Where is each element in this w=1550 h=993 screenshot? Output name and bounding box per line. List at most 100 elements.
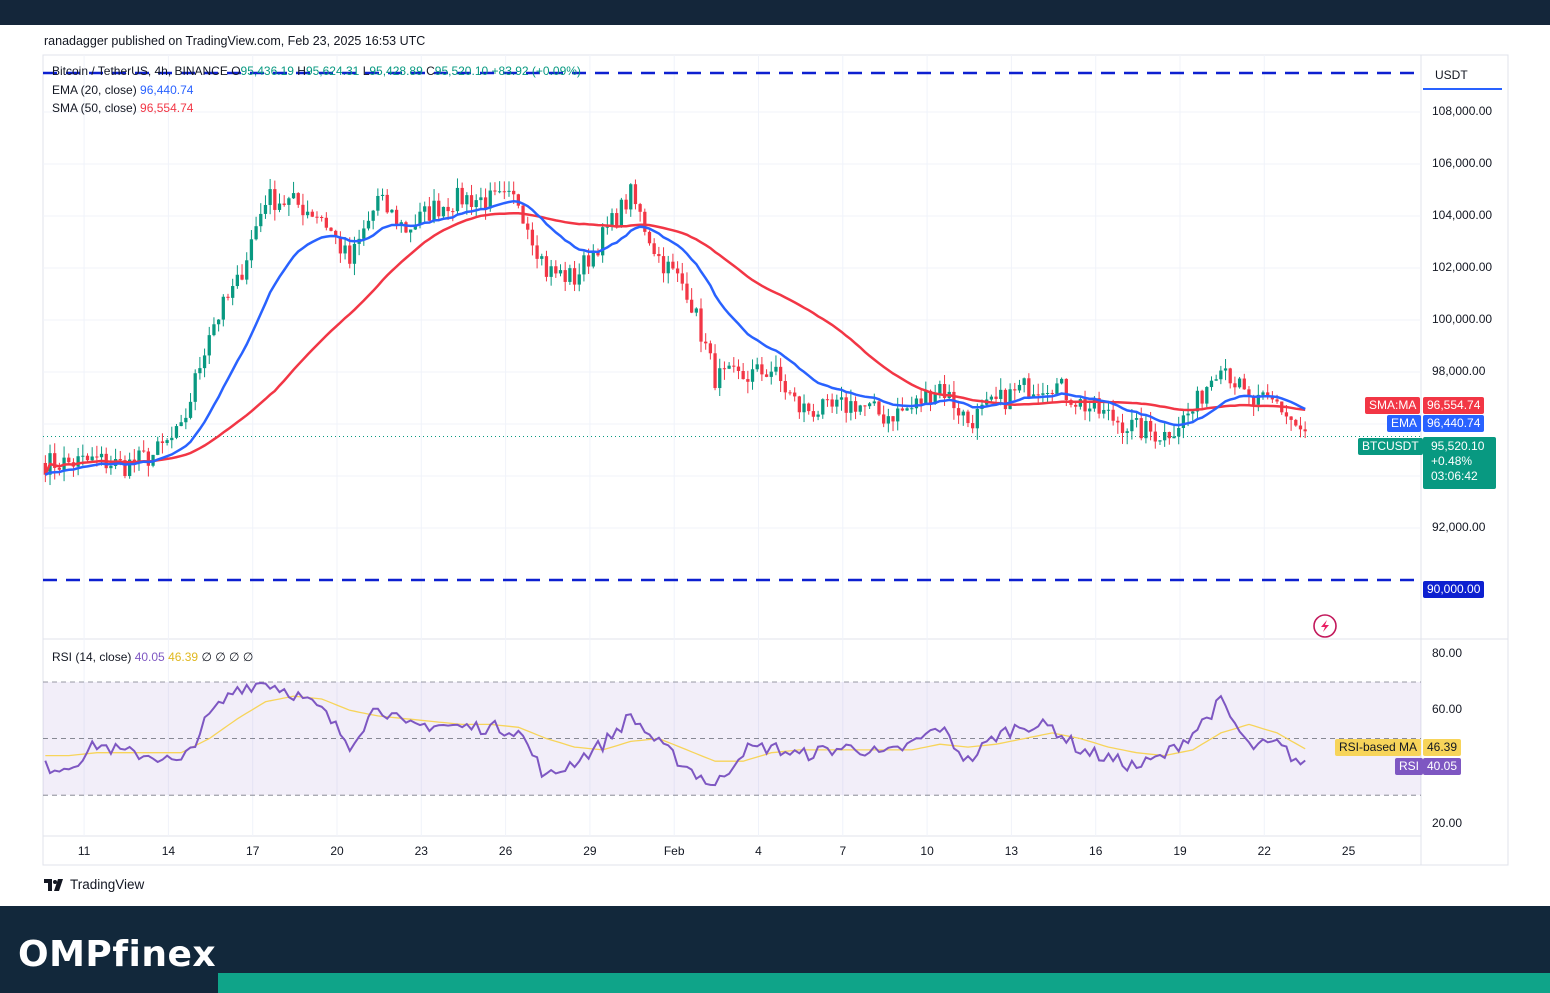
candle-body: [582, 255, 586, 275]
candle-body: [310, 211, 314, 217]
candle-body: [512, 190, 516, 195]
sma-scale-value: 96,554.74: [1423, 397, 1485, 414]
candle-body: [380, 194, 385, 196]
candle-body: [268, 189, 272, 205]
candle-body: [334, 230, 338, 237]
candle-body: [938, 384, 942, 394]
candle-body: [418, 211, 422, 225]
candle-body: [652, 243, 656, 255]
candle-body: [502, 191, 506, 193]
candle-body: [830, 399, 834, 407]
candle-body: [774, 366, 778, 372]
rsi-tick-label: 80.00: [1432, 645, 1463, 660]
candle-body: [802, 403, 806, 413]
sma-label: SMA (50, close): [52, 101, 137, 115]
candle-body: [671, 261, 675, 269]
close-label: C: [426, 64, 435, 78]
rsi-legend[interactable]: RSI (14, close) 40.05 46.39 ∅ ∅ ∅ ∅: [52, 650, 253, 664]
candle-body: [1289, 416, 1293, 420]
candle-body: [1003, 389, 1008, 410]
candle-body: [535, 245, 539, 259]
candle-body: [928, 390, 933, 404]
candle-body: [95, 456, 99, 458]
sma-legend[interactable]: SMA (50, close) 96,554.74: [52, 101, 193, 115]
tradingview-icon: [44, 878, 63, 891]
candle-body: [558, 270, 563, 274]
candle-body: [259, 213, 263, 227]
close-value: 95,520.10: [434, 64, 489, 78]
candle-body: [1270, 396, 1275, 400]
candle-body: [329, 227, 333, 231]
candle-body: [240, 274, 244, 280]
time-axis: 11 14 17 20 23 26 29 Feb 4 7 10 13 16 19 22 25: [78, 844, 1356, 858]
candle-body: [989, 396, 994, 400]
candle-body: [483, 197, 488, 209]
candle-body: [296, 193, 300, 205]
open-label: O: [231, 64, 241, 78]
candle-body: [741, 371, 745, 380]
candle-body: [184, 417, 188, 423]
candle-body: [1031, 394, 1036, 398]
candle-body: [629, 184, 633, 210]
candle-body: [994, 396, 998, 399]
candle-body: [371, 210, 375, 221]
candle-body: [661, 256, 666, 274]
candle-body: [343, 245, 347, 254]
candle-body: [1186, 413, 1190, 416]
candle-body: [1294, 419, 1298, 426]
candle-body: [816, 414, 820, 417]
candle-body: [694, 308, 698, 313]
candle-body: [1130, 419, 1134, 432]
price-chart[interactable]: 11 14 17 20 23 26 29 Feb 4 7 10 13 16 19 22 25: [0, 0, 1550, 906]
candle-body: [699, 308, 703, 342]
candle-body: [1013, 389, 1017, 391]
candle-body: [497, 191, 502, 193]
candle-body: [146, 451, 151, 466]
candle-body: [1191, 411, 1195, 414]
candle-body: [793, 392, 797, 397]
candle-body: [563, 270, 567, 282]
candle-body: [572, 268, 577, 285]
candle-body: [188, 401, 193, 418]
candle-body: [685, 283, 689, 300]
rsi-value: 40.05: [134, 650, 165, 664]
candle-body: [366, 220, 371, 229]
footer-accent-stripe: [218, 973, 1550, 993]
candle-body: [320, 217, 324, 219]
flash-icon[interactable]: [1313, 614, 1337, 638]
candle-body: [202, 355, 207, 369]
candle-body: [610, 213, 614, 227]
candle-body: [273, 189, 277, 210]
candle-body: [591, 250, 595, 267]
time-tick-label: 4: [755, 844, 762, 858]
candle-body: [1027, 378, 1031, 398]
candle-body: [1092, 398, 1097, 409]
low-value: 95,428.89: [369, 64, 423, 78]
candle-body: [788, 392, 792, 394]
price-tick-label: 92,000.00: [1432, 520, 1486, 534]
candle-body: [1167, 431, 1171, 439]
candle-body: [324, 217, 328, 228]
candle-body: [750, 369, 755, 382]
time-tick-label: 25: [1342, 844, 1356, 858]
candle-body: [807, 403, 811, 412]
candle-body: [882, 414, 886, 424]
ema-scale-name: EMA: [1387, 415, 1422, 432]
candle-body: [1045, 392, 1050, 394]
candle-body: [1205, 387, 1209, 404]
symbol-legend: Bitcoin / TetherUS, 4h, BINANCE O95,436.…: [52, 64, 581, 78]
price-tick-label: 98,000.00: [1432, 364, 1486, 378]
candle-body: [427, 206, 432, 221]
candle-body: [81, 455, 85, 457]
candle-body: [493, 190, 497, 192]
candle-body: [142, 450, 146, 452]
candle-body: [769, 371, 773, 377]
rsi-pane: [43, 681, 1421, 796]
ema-legend[interactable]: EMA (20, close) 96,440.74: [52, 83, 193, 97]
tradingview-logo[interactable]: TradingView: [44, 877, 144, 892]
currency-selector[interactable]: USDT: [1423, 60, 1502, 90]
candle-body: [254, 226, 258, 240]
candle-body: [479, 197, 483, 201]
candle-body: [783, 381, 787, 393]
symbol-scale-name: BTCUSDT: [1358, 438, 1423, 455]
